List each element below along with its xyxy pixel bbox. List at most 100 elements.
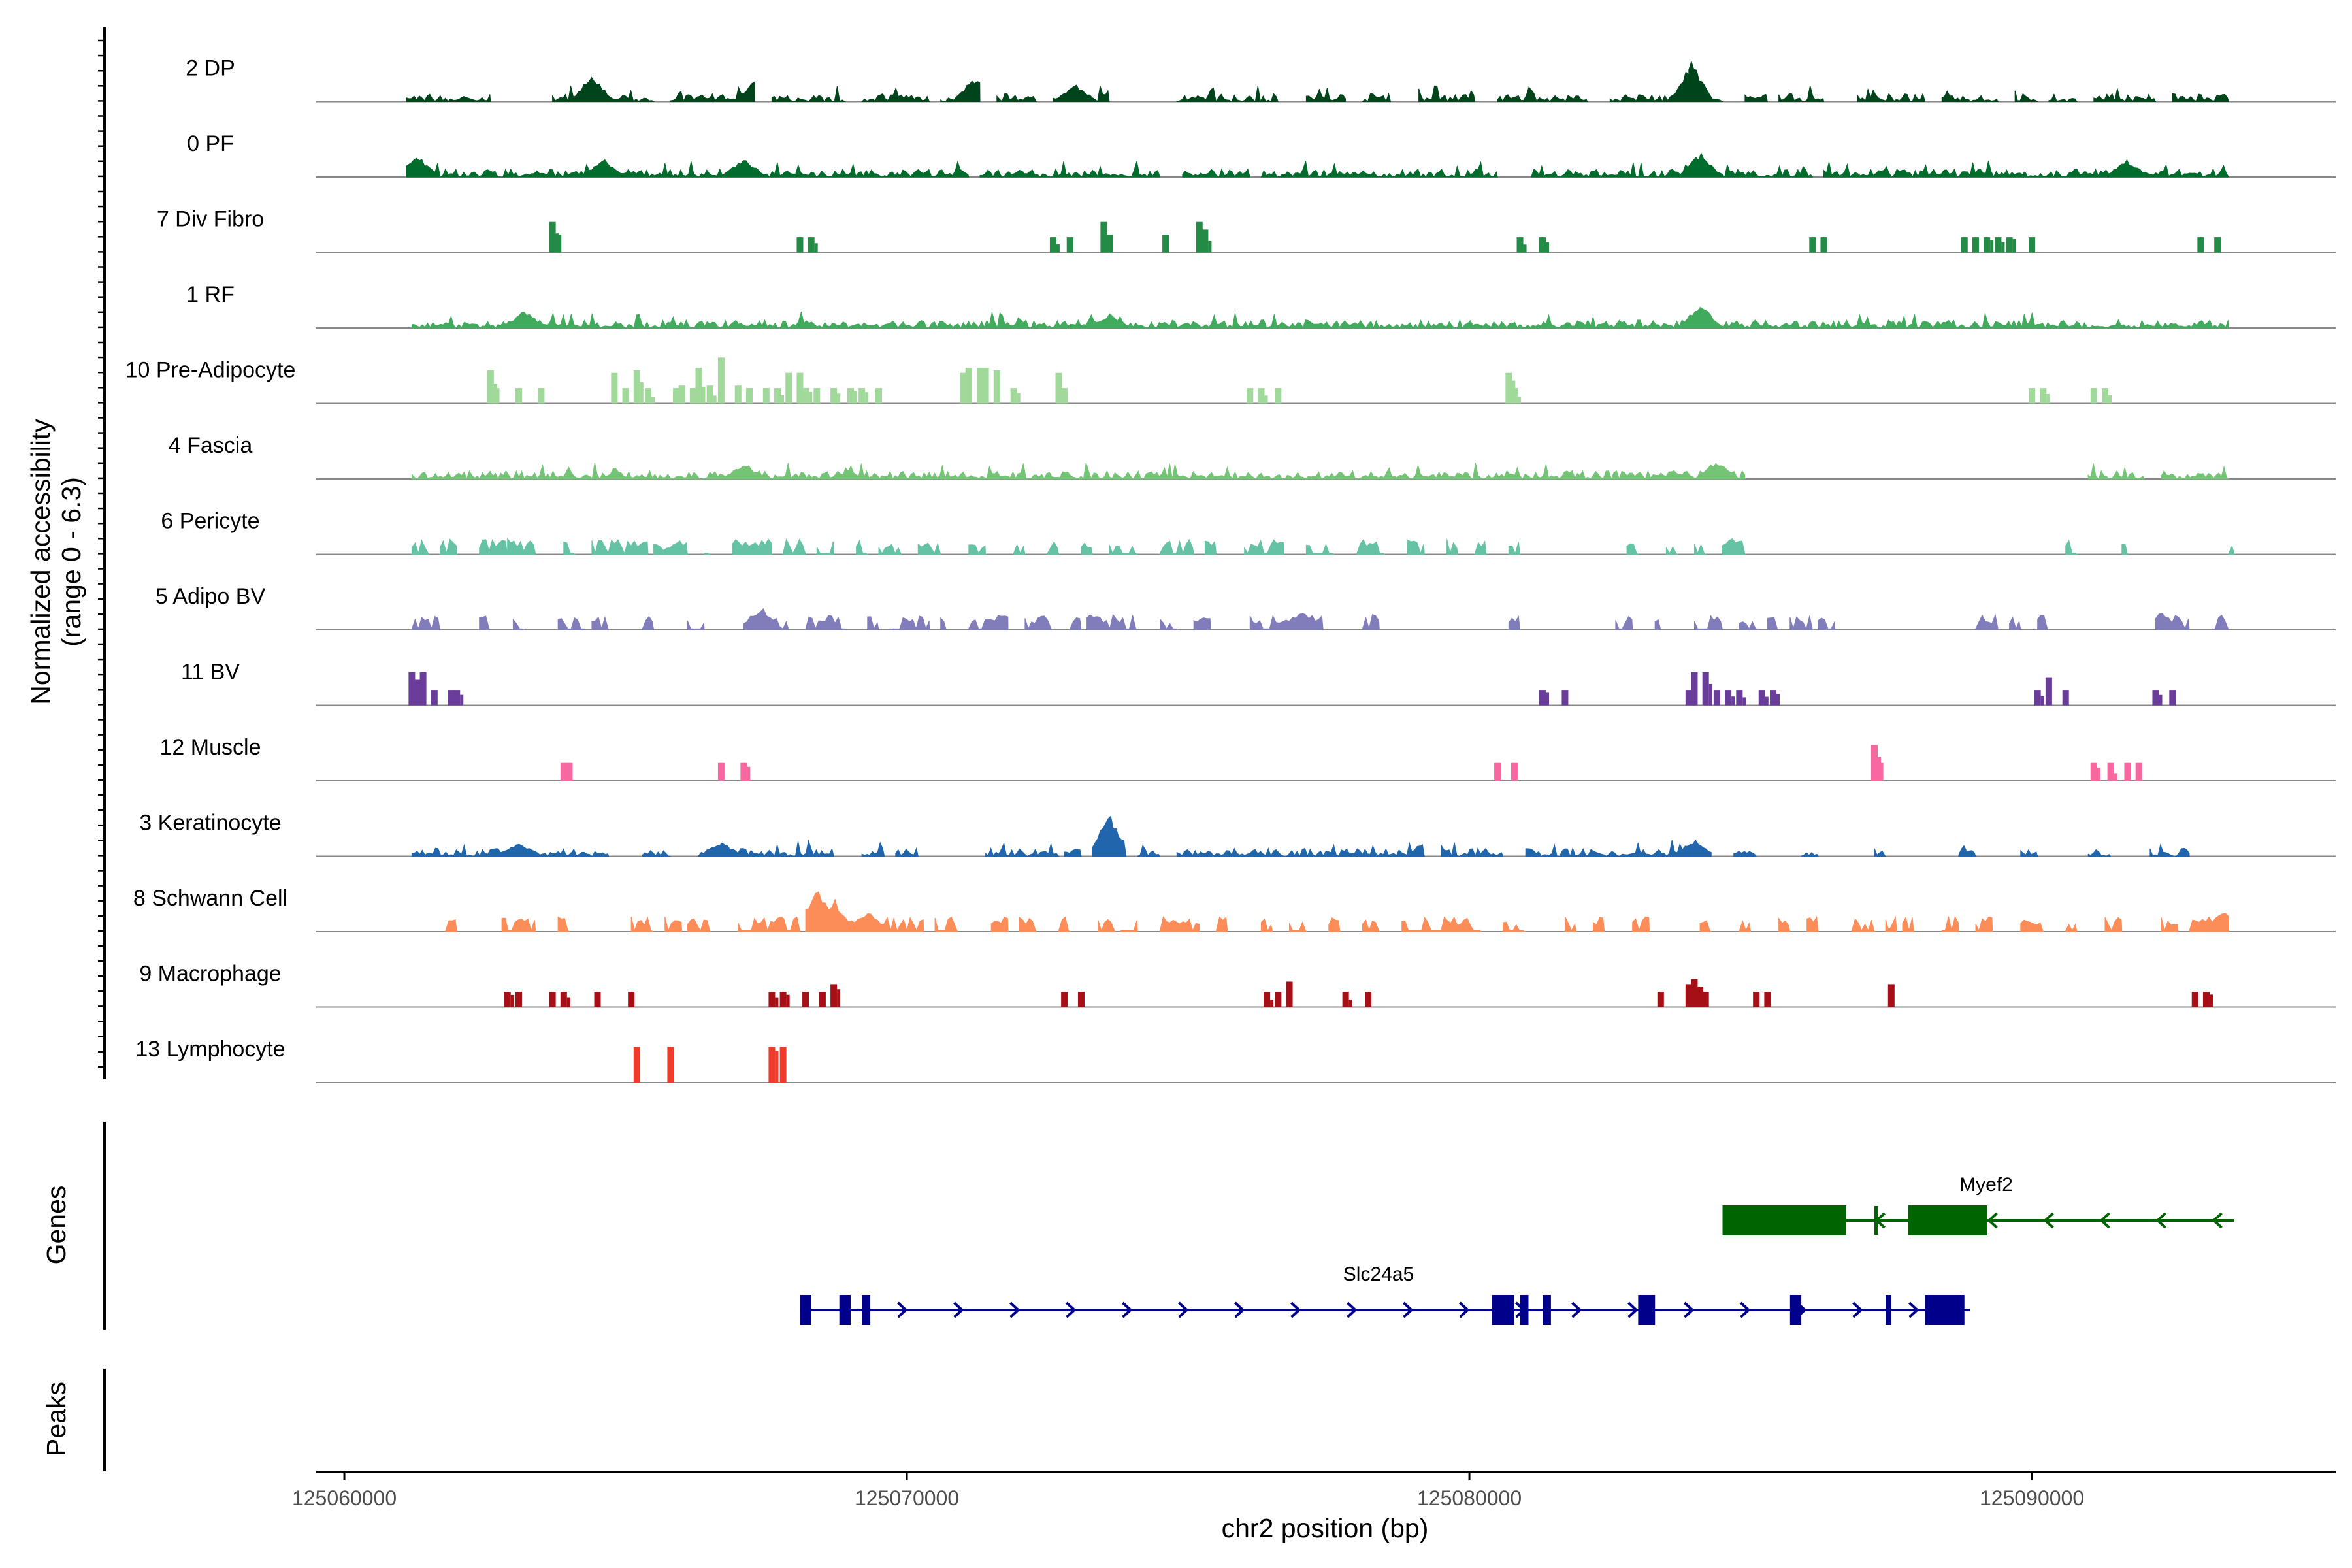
accessibility-bar	[644, 388, 651, 404]
x-tick-label: 125070000	[855, 1486, 959, 1510]
accessibility-area	[861, 86, 930, 102]
accessibility-bar	[1764, 992, 1771, 1007]
accessibility-bar	[786, 994, 790, 1007]
strand-arrow-icon	[1066, 1301, 1077, 1318]
x-tick-label: 125060000	[292, 1486, 397, 1510]
accessibility-area	[1508, 615, 1521, 630]
accessibility-area	[1564, 916, 1577, 932]
accessibility-bar	[781, 395, 785, 404]
track-12-muscle: 12 Muscle	[160, 735, 2336, 781]
accessibility-bar	[865, 392, 869, 404]
gene-exon	[1492, 1295, 1514, 1325]
accessibility-bar	[504, 992, 511, 1007]
accessibility-bar	[2197, 237, 2204, 253]
gene-exon	[1908, 1205, 1987, 1235]
accessibility-area	[664, 917, 683, 932]
strand-arrow-icon	[2212, 1212, 2223, 1229]
accessibility-area	[1362, 92, 1392, 103]
accessibility-bar	[695, 367, 702, 404]
accessibility-area	[895, 847, 919, 857]
strand-arrow-icon	[2043, 1212, 2054, 1229]
y-axis-title-line2: (range 0 - 6.3)	[56, 477, 86, 647]
accessibility-area	[642, 615, 655, 630]
accessibility-bar	[2209, 994, 2213, 1007]
x-axis: 125060000 125070000 125080000 125090000	[292, 1471, 2336, 1510]
accessibility-area	[439, 538, 457, 555]
track-label: 11 BV	[181, 660, 240, 685]
accessibility-bar	[549, 221, 556, 253]
accessibility-area	[1328, 917, 1341, 932]
track-label: 6 Pericyte	[161, 509, 259, 534]
accessibility-bar	[982, 367, 989, 404]
accessibility-bar	[1713, 690, 1720, 706]
accessibility-area	[1503, 921, 1526, 932]
accessibility-area	[1356, 538, 1386, 555]
accessibility-area	[1654, 619, 1661, 630]
accessibility-bar	[566, 997, 570, 1007]
accessibility-bar	[837, 989, 841, 1007]
accessibility-bar	[1055, 372, 1062, 404]
accessibility-area	[1531, 152, 1814, 178]
accessibility-bar	[1365, 992, 1372, 1007]
strand-arrow-icon	[1178, 1301, 1189, 1318]
accessibility-bar	[768, 1047, 776, 1083]
strand-arrow-icon	[1684, 1301, 1695, 1318]
accessibility-bar	[1545, 242, 1549, 253]
track-label: 10 Pre-Adipocyte	[125, 358, 296, 383]
accessibility-area	[968, 615, 1009, 630]
accessibility-area	[557, 916, 571, 932]
accessibility-area	[805, 891, 924, 932]
accessibility-area	[2014, 90, 2039, 102]
accessibility-area	[2155, 613, 2190, 630]
accessibility-area	[1739, 621, 1762, 630]
accessibility-area	[1058, 916, 1071, 932]
accessibility-area	[1857, 88, 1926, 103]
accessibility-area	[917, 542, 941, 555]
accessibility-bar	[1275, 992, 1282, 1007]
accessibility-area	[642, 850, 671, 857]
accessibility-bar	[2108, 395, 2112, 404]
strand-arrow-icon	[1122, 1301, 1133, 1318]
accessibility-bar	[1511, 388, 1518, 404]
accessibility-area	[985, 842, 1060, 857]
accessibility-bar	[702, 386, 706, 404]
accessibility-area	[1019, 917, 1037, 932]
accessibility-area	[1216, 916, 1228, 932]
accessibility-area	[738, 916, 801, 932]
accessibility-area	[1733, 850, 1757, 857]
track-3-keratinocyte: 3 Keratinocyte	[139, 811, 2336, 857]
accessibility-bar	[414, 679, 421, 706]
gene-exon	[1789, 1295, 1802, 1325]
accessibility-bar	[515, 388, 522, 404]
accessibility-area	[979, 161, 1161, 178]
accessibility-bar	[802, 388, 809, 404]
accessibility-bar	[1731, 696, 1735, 706]
genes-axis-title: Genes	[41, 1186, 71, 1265]
accessibility-area	[501, 917, 536, 932]
accessibility-area	[1070, 617, 1082, 630]
accessibility-area	[1407, 539, 1425, 555]
accessibility-bar	[814, 243, 818, 253]
accessibility-bar	[1077, 992, 1085, 1007]
accessibility-area	[1193, 617, 1211, 630]
accessibility-bar	[640, 382, 644, 404]
accessibility-area	[771, 86, 847, 102]
accessibility-area	[2228, 545, 2235, 555]
accessibility-area	[940, 617, 947, 630]
accessibility-area	[990, 916, 1009, 932]
accessibility-area	[1362, 614, 1380, 630]
accessibility-area	[479, 538, 508, 555]
strand-arrow-icon	[1852, 1301, 1863, 1318]
accessibility-bar	[1100, 221, 1107, 253]
gene-slc24a5: Slc24a5	[800, 1264, 1970, 1325]
accessibility-bar	[1516, 237, 1524, 253]
track-panel: 2 DP 0 PF 7 Div Fibro 1 RF 10 Pre-Adipocyte 4…	[125, 56, 2336, 1083]
accessibility-bar	[830, 984, 838, 1007]
accessibility-area	[1249, 613, 1324, 630]
accessibility-y-axis	[98, 27, 106, 1079]
accessibility-bar	[706, 385, 713, 404]
strand-arrow-icon	[1571, 1301, 1582, 1318]
accessibility-bar	[1511, 762, 1518, 781]
accessibility-bar	[808, 237, 815, 253]
accessibility-bar	[611, 372, 618, 404]
